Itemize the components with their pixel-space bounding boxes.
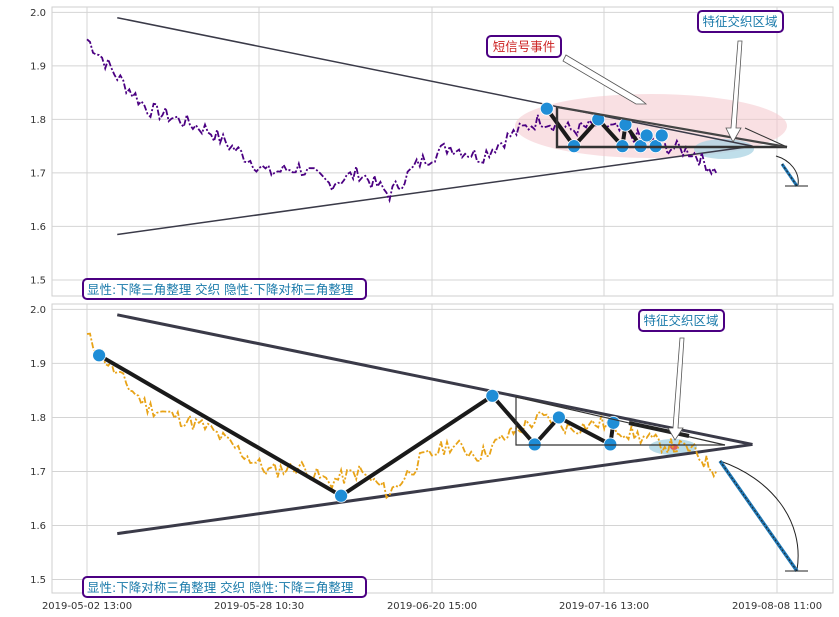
x-tick-labels: 2019-05-02 13:00 2019-05-28 10:30 2019-06-…: [42, 601, 822, 612]
top-triangle-hypotenuse: [556, 105, 788, 149]
top-short-signal-arrow-shape: [562, 54, 648, 105]
trendline: [116, 313, 753, 446]
top-projection-dash: [781, 163, 798, 187]
y-tick-label: 1.8: [30, 413, 46, 424]
pattern-point: [334, 488, 349, 503]
bottom-annotation-interweave-text: 特征交织区域: [643, 313, 718, 328]
y-tick-label: 2.0: [30, 8, 46, 19]
x-tick-label: 2019-07-16 13:00: [559, 601, 649, 612]
pattern-point: [485, 388, 500, 403]
pattern-point: [654, 128, 669, 143]
price-line: [86, 332, 718, 500]
y-tick-label: 1.7: [30, 467, 46, 478]
top-panel: 1.5 1.6 1.7 1.8 1.9 2.0 短信号事件 特征交织区域: [30, 6, 834, 300]
trendline: [117, 16, 753, 147]
bottom-legend-text: 显性:下降对称三角整理 交织 隐性:下降三角整理: [87, 580, 354, 595]
pattern-point: [591, 112, 606, 127]
bottom-interweave-arrow: [667, 337, 685, 441]
bottom-projection-line: [718, 459, 799, 573]
bottom-triangle-frame: [515, 397, 725, 446]
bottom-projection-arc: [719, 460, 799, 571]
y-tick-label: 1.7: [30, 168, 46, 179]
trendline: [117, 442, 753, 536]
x-tick-label: 2019-05-02 13:00: [42, 601, 132, 612]
top-annotation-interweave: 特征交织区域: [697, 10, 784, 33]
top-legend: 显性:下降三角整理 交织 隐性:下降对称三角整理: [82, 278, 367, 300]
top-pattern-polyline: [539, 101, 669, 154]
top-price-series: [86, 38, 718, 204]
x-tick-label: 2019-05-28 10:30: [214, 601, 304, 612]
trendline: [117, 145, 753, 236]
top-triangle-inner: [744, 127, 788, 148]
y-tick-label: 1.5: [30, 575, 46, 586]
x-tick-label: 2019-06-20 15:00: [387, 601, 477, 612]
bottom-panel: 1.5 1.6 1.7 1.8 1.9 2.0 特征交织区域 显性:下降对称三角整理 交织…: [30, 303, 834, 598]
pattern-point: [552, 410, 566, 425]
y-tick-label: 2.0: [30, 305, 46, 316]
bottom-price-series: [86, 332, 718, 500]
y-tick-label: 1.6: [30, 222, 46, 233]
top-projection-arc: [775, 155, 799, 186]
top-triangle-frame: [555, 107, 787, 149]
pattern-point: [92, 348, 106, 363]
bottom-legend: 显性:下降对称三角整理 交织 隐性:下降三角整理: [82, 576, 367, 598]
top-annotation-short-signal: 短信号事件: [486, 35, 562, 58]
top-interweave-arrow: [725, 40, 743, 143]
price-line: [86, 38, 718, 204]
top-trendlines: [117, 16, 753, 236]
top-y-tick-labels: 1.5 1.6 1.7 1.8 1.9 2.0: [30, 8, 46, 287]
top-legend-text: 显性:下降三角整理 交织 隐性:下降对称三角整理: [87, 282, 354, 297]
y-tick-label: 1.8: [30, 115, 46, 126]
bottom-grid: [52, 304, 833, 593]
pattern-point: [639, 128, 654, 143]
y-tick-label: 1.5: [30, 275, 46, 286]
bottom-triangle-hypotenuse: [515, 396, 726, 446]
bottom-annotation-interweave: 特征交织区域: [638, 309, 725, 332]
bottom-trendlines: [116, 313, 753, 536]
pattern-point: [539, 101, 554, 116]
top-annotation-interweave-text: 特征交织区域: [702, 14, 777, 29]
x-tick-label: 2019-08-08 11:00: [732, 601, 822, 612]
y-tick-label: 1.6: [30, 521, 46, 532]
top-annotation-short-signal-text: 短信号事件: [493, 39, 556, 54]
y-tick-label: 1.9: [30, 61, 46, 72]
bottom-plot-area: [51, 303, 834, 594]
bottom-y-tick-labels: 1.5 1.6 1.7 1.8 1.9 2.0: [30, 305, 46, 586]
y-tick-label: 1.9: [30, 359, 46, 370]
